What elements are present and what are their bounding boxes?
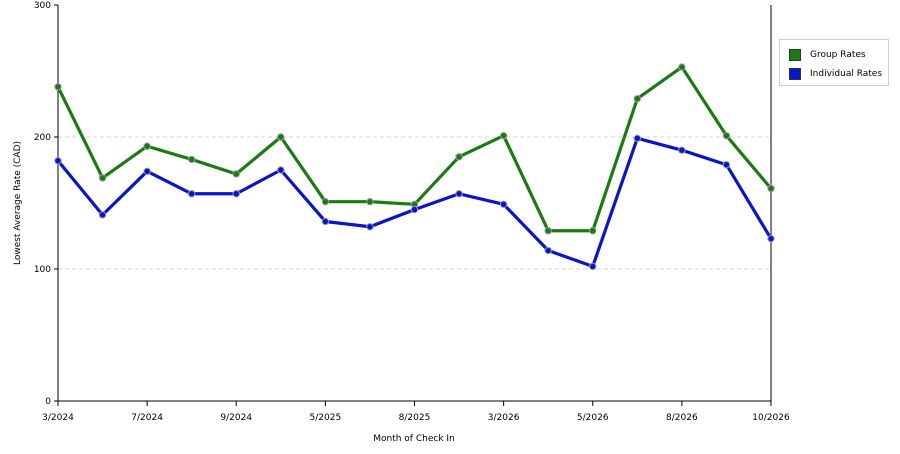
data-point-individual-rates — [722, 161, 731, 169]
data-point-group-rates — [187, 155, 196, 164]
data-point-individual-rates — [98, 211, 107, 219]
legend-swatch-individual-rates — [789, 68, 801, 80]
x-tick-label: 3/2024 — [42, 413, 74, 423]
legend-item-individual-rates: Individual Rates — [789, 67, 882, 81]
legend-label-group-rates: Group Rates — [810, 50, 866, 60]
x-tick-label: 5/2025 — [310, 413, 342, 423]
x-tick-label: 10/2026 — [752, 413, 790, 423]
data-point-group-rates — [678, 63, 686, 71]
data-point-group-rates — [277, 133, 285, 141]
x-axis-label: Month of Check In — [373, 434, 455, 444]
data-point-individual-rates — [232, 190, 240, 198]
data-point-group-rates — [54, 83, 62, 91]
x-tick-label: 9/2024 — [220, 413, 252, 423]
data-point-individual-rates — [589, 262, 597, 271]
data-point-group-rates — [366, 197, 374, 206]
data-point-individual-rates — [544, 246, 552, 255]
data-point-group-rates — [455, 153, 463, 161]
data-point-individual-rates — [499, 200, 508, 209]
x-tick-label: 3/2026 — [488, 413, 520, 423]
data-point-individual-rates — [143, 167, 151, 176]
y-axis-label: Lowest Average Rate (CAD) — [13, 141, 23, 265]
data-point-individual-rates — [410, 205, 419, 214]
data-point-group-rates — [143, 142, 151, 150]
data-point-group-rates — [321, 197, 330, 206]
x-tick-label: 8/2025 — [399, 413, 431, 423]
data-point-individual-rates — [54, 157, 62, 165]
y-tick-label: 300 — [34, 1, 51, 11]
legend-item-group-rates: Group Rates — [789, 48, 866, 62]
data-point-group-rates — [767, 184, 775, 193]
x-tick-label: 8/2026 — [666, 413, 698, 423]
data-point-group-rates — [589, 227, 597, 235]
data-point-group-rates — [633, 95, 642, 103]
data-point-individual-rates — [277, 166, 285, 174]
data-point-group-rates — [722, 131, 731, 140]
data-point-individual-rates — [455, 190, 463, 198]
data-point-individual-rates — [767, 234, 775, 243]
legend-swatch-group-rates — [789, 49, 801, 61]
data-point-individual-rates — [366, 223, 374, 231]
y-tick-label: 0 — [45, 397, 51, 407]
data-point-group-rates — [544, 227, 552, 235]
y-tick-label: 200 — [34, 133, 51, 143]
data-point-individual-rates — [321, 217, 330, 226]
data-point-group-rates — [232, 170, 240, 178]
y-tick-label: 100 — [34, 265, 51, 275]
x-tick-label: 5/2026 — [577, 413, 609, 423]
data-point-individual-rates — [633, 134, 642, 143]
data-point-group-rates — [499, 131, 508, 140]
legend: Group Rates Individual Rates — [779, 39, 889, 86]
data-point-individual-rates — [187, 190, 196, 198]
data-point-individual-rates — [678, 146, 686, 154]
x-tick-label: 7/2024 — [131, 413, 163, 423]
data-point-group-rates — [98, 174, 107, 182]
legend-label-individual-rates: Individual Rates — [810, 69, 883, 79]
